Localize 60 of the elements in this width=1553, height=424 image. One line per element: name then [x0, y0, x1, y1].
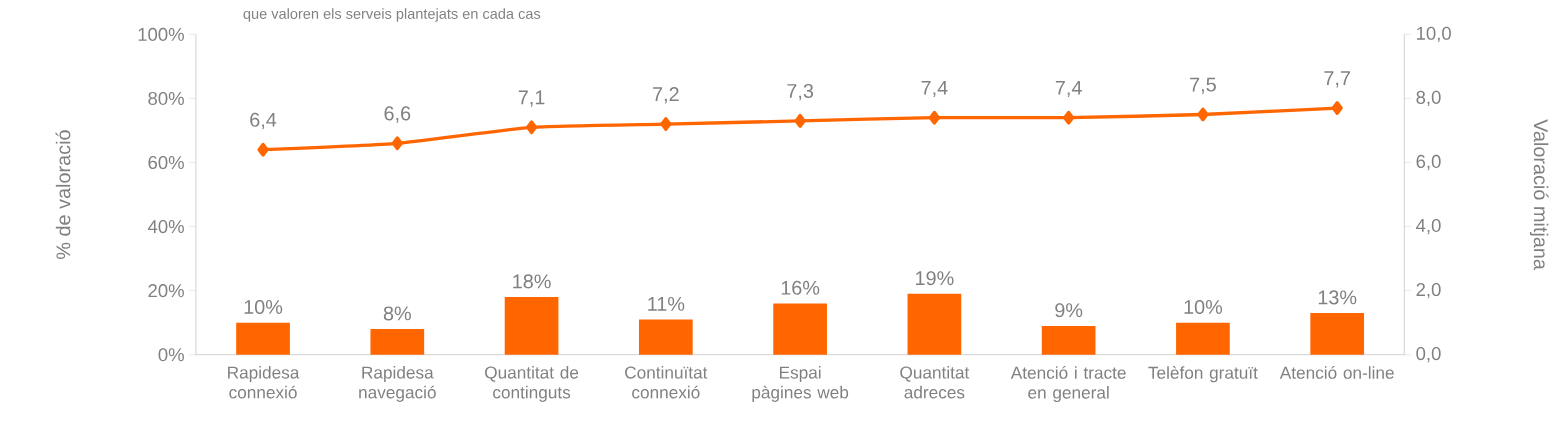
- y-tick-label: 0%: [158, 348, 184, 362]
- x-tick-label: Continuïtat connexió: [625, 366, 708, 399]
- data-label: 6,4: [250, 112, 277, 130]
- point: [1331, 101, 1343, 116]
- y2-tick-label: 2,0: [1416, 283, 1441, 299]
- y2-tick-label: 4,0: [1416, 219, 1441, 235]
- y2-tick-label: 6,0: [1416, 155, 1441, 171]
- y2-tick-label: 10,0: [1417, 26, 1451, 43]
- data-label: 10%: [244, 300, 283, 315]
- bar: [773, 303, 827, 355]
- bar: [1176, 322, 1230, 355]
- y2-axis-title: Valoració mitjana: [1529, 119, 1549, 271]
- data-label: 7,5: [1190, 77, 1216, 95]
- bar: [1310, 313, 1365, 355]
- x-tick-label: Rapidesa connexió: [228, 366, 300, 399]
- y-tick-label: 100%: [138, 28, 184, 42]
- data-label: 7,4: [921, 81, 948, 98]
- bar: [236, 322, 290, 355]
- point: [525, 120, 538, 135]
- y-tick-label: 60%: [148, 156, 184, 170]
- x-tick-label: Rapidesa navegació: [359, 366, 436, 403]
- point: [391, 136, 403, 151]
- data-label: 7,7: [1324, 71, 1350, 88]
- x-tick-label: Quantitat adreces: [900, 366, 970, 399]
- data-label: 6,6: [384, 106, 411, 123]
- y2-tick-label: 0,0: [1416, 347, 1441, 363]
- point: [928, 110, 941, 125]
- bar: [370, 329, 425, 355]
- y2-tick-label: 8,0: [1416, 91, 1441, 107]
- bar: [504, 297, 559, 355]
- point: [794, 114, 806, 129]
- x-tick-label: Atenció i tracte en general: [1010, 366, 1126, 403]
- x-tick-label: Telèfon gratuït: [1148, 366, 1258, 383]
- bar: [638, 319, 693, 355]
- data-label: 19%: [916, 271, 954, 286]
- chart-subtitle: que valoren els serveis plantejats en cada cas: [243, 8, 541, 23]
- data-label: 7,1: [518, 90, 545, 107]
- data-label: 7,2: [653, 87, 679, 104]
- bar: [907, 294, 962, 355]
- y-tick-label: 40%: [147, 220, 184, 234]
- data-label: 16%: [781, 280, 820, 296]
- point: [257, 142, 269, 157]
- x-tick-label: Quantitat de continguts: [485, 366, 579, 403]
- data-label: 13%: [1318, 290, 1357, 305]
- y-tick-label: 80%: [148, 92, 184, 106]
- point: [1063, 110, 1075, 125]
- data-label: 18%: [513, 274, 551, 289]
- x-tick-label: Atenció on-line: [1279, 366, 1394, 380]
- bar: [1041, 326, 1096, 355]
- x-tick-label: Espai pàgines web: [752, 366, 849, 403]
- data-label: 11%: [648, 297, 685, 312]
- data-label: 7,3: [787, 84, 814, 101]
- point: [660, 117, 672, 132]
- y-axis-title: % de valoració: [55, 130, 71, 260]
- y-tick-label: 20%: [148, 284, 184, 298]
- point: [1197, 107, 1209, 122]
- data-label: 8%: [383, 306, 411, 321]
- data-label: 9%: [1055, 303, 1083, 318]
- data-label: 10%: [1184, 300, 1223, 315]
- data-label: 7,4: [1055, 81, 1082, 98]
